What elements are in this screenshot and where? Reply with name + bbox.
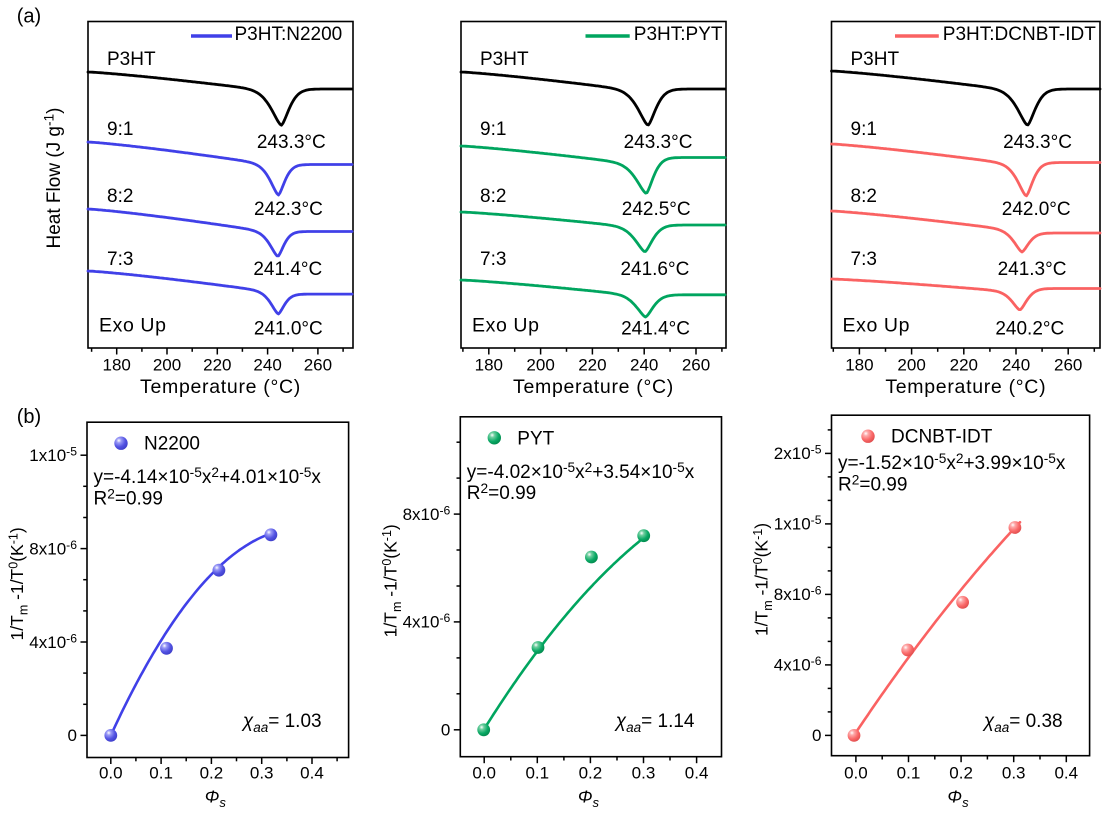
svg-text:4x10-6​: 4x10-6​	[403, 611, 451, 632]
svg-text:1/Tm -1/T0(K-1): 1/Tm -1/T0(K-1)	[380, 524, 404, 637]
svg-text:241.4°C: 241.4°C	[253, 259, 322, 280]
svg-text:241.6°C: 241.6°C	[620, 259, 689, 280]
svg-text:0.1: 0.1	[525, 764, 549, 783]
svg-text:1/Tm -1/T0(K-1): 1/Tm -1/T0(K-1)	[7, 527, 31, 640]
svg-text:242.0°C: 242.0°C	[1002, 199, 1071, 220]
svg-text:2x10-5​: 2x10-5​	[774, 443, 822, 464]
svg-text:241.3°C: 241.3°C	[998, 259, 1067, 280]
svg-text:χaa= 1.03: χaa= 1.03	[241, 711, 322, 735]
svg-text:0.2: 0.2	[579, 764, 603, 783]
svg-text:243.3°C: 243.3°C	[257, 132, 326, 153]
svg-text:243.3°C: 243.3°C	[1003, 132, 1072, 153]
svg-text:0.0: 0.0	[844, 764, 868, 783]
svg-text:0.3: 0.3	[632, 764, 656, 783]
svg-text:0: 0	[441, 721, 450, 740]
svg-text:PYT: PYT	[517, 428, 554, 449]
svg-text:0: 0	[68, 726, 77, 745]
svg-text:Temperature (°C): Temperature (°C)	[140, 376, 301, 398]
svg-text:0: 0	[812, 726, 821, 745]
svg-text:8x10-6​: 8x10-6​	[29, 538, 77, 559]
svg-text:7:3: 7:3	[851, 249, 877, 270]
svg-text:Exo Up: Exo Up	[99, 315, 167, 337]
svg-text:0.3: 0.3	[250, 764, 274, 783]
svg-text:8:2: 8:2	[851, 186, 877, 207]
svg-text:1/Tm -1/T0(K-1): 1/Tm -1/T0(K-1)	[751, 523, 775, 636]
svg-text:P3HT:N2200: P3HT:N2200	[235, 24, 343, 45]
svg-text:P3HT: P3HT	[107, 49, 156, 70]
svg-text:220: 220	[578, 356, 606, 375]
svg-text:240: 240	[630, 356, 658, 375]
svg-text:P3HT: P3HT	[480, 49, 529, 70]
svg-text:220: 220	[950, 356, 978, 375]
svg-text:200: 200	[897, 356, 925, 375]
svg-text:180: 180	[845, 356, 873, 375]
svg-text:242.5°C: 242.5°C	[622, 199, 691, 220]
svg-text:220: 220	[203, 356, 231, 375]
svg-text:Temperature (°C): Temperature (°C)	[513, 376, 674, 398]
svg-text:242.3°C: 242.3°C	[254, 199, 323, 220]
svg-text:y=-4.02×10-5​x2​+3.54×10-5​x: y=-4.02×10-5​x2​+3.54×10-5​x	[467, 460, 695, 483]
svg-text:240: 240	[253, 356, 281, 375]
svg-text:(a): (a)	[17, 6, 41, 28]
svg-text:Φs: Φs	[205, 787, 227, 811]
svg-text:9:1: 9:1	[851, 119, 877, 140]
svg-text:0.0: 0.0	[472, 764, 496, 783]
svg-text:Φs: Φs	[947, 787, 969, 811]
svg-text:243.3°C: 243.3°C	[624, 132, 693, 153]
svg-text:0.4: 0.4	[1054, 764, 1078, 783]
svg-text:0.4: 0.4	[685, 764, 709, 783]
svg-text:1x10-5​: 1x10-5​	[29, 445, 77, 466]
svg-text:0.1: 0.1	[149, 764, 173, 783]
svg-text:240.2°C: 240.2°C	[995, 319, 1064, 340]
svg-text:R2​=0.99: R2​=0.99	[467, 481, 536, 504]
svg-text:χaa= 0.38: χaa= 0.38	[982, 711, 1063, 735]
svg-text:200: 200	[153, 356, 181, 375]
svg-text:8:2: 8:2	[107, 186, 133, 207]
svg-text:7:3: 7:3	[480, 249, 506, 270]
svg-text:Heat Flow (J g-1): Heat Flow (J g-1)	[42, 108, 66, 249]
svg-text:0.2: 0.2	[200, 764, 224, 783]
svg-text:9:1: 9:1	[107, 119, 133, 140]
svg-text:260: 260	[304, 356, 332, 375]
svg-text:8x10-6​: 8x10-6​	[403, 503, 451, 524]
svg-text:(b): (b)	[17, 406, 41, 428]
svg-text:241.4°C: 241.4°C	[621, 319, 690, 340]
svg-text:Exo Up: Exo Up	[843, 315, 911, 337]
svg-text:0.0: 0.0	[99, 764, 123, 783]
svg-text:260: 260	[682, 356, 710, 375]
svg-text:7:3: 7:3	[107, 249, 133, 270]
svg-text:P3HT:DCNBT-IDT: P3HT:DCNBT-IDT	[943, 24, 1096, 45]
svg-text:N2200: N2200	[144, 434, 200, 455]
svg-text:R2​=0.99: R2​=0.99	[94, 487, 163, 510]
svg-text:260: 260	[1054, 356, 1082, 375]
svg-text:0.2: 0.2	[949, 764, 973, 783]
svg-text:y=-1.52×10-5​x2​+3.99×10-5​x: y=-1.52×10-5​x2​+3.99×10-5​x	[838, 451, 1066, 474]
svg-text:240: 240	[1002, 356, 1030, 375]
svg-text:8:2: 8:2	[480, 186, 506, 207]
svg-text:Temperature (°C): Temperature (°C)	[885, 376, 1046, 398]
svg-text:4x10-6​: 4x10-6​	[29, 631, 77, 652]
svg-text:Exo Up: Exo Up	[472, 315, 540, 337]
svg-text:DCNBT-IDT: DCNBT-IDT	[891, 427, 993, 448]
svg-text:0.3: 0.3	[1002, 764, 1026, 783]
svg-text:P3HT:PYT: P3HT:PYT	[634, 24, 723, 45]
svg-text:R2​=0.99: R2​=0.99	[838, 473, 907, 496]
svg-text:Φs: Φs	[578, 787, 600, 811]
svg-text:0.4: 0.4	[300, 764, 324, 783]
svg-text:241.0°C: 241.0°C	[254, 319, 323, 340]
svg-text:8x10-6​: 8x10-6​	[774, 584, 822, 605]
svg-text:χaa= 1.14: χaa= 1.14	[614, 711, 695, 735]
svg-text:1x10-5​: 1x10-5​	[774, 513, 822, 534]
svg-text:180: 180	[103, 356, 131, 375]
svg-text:200: 200	[526, 356, 554, 375]
svg-text:P3HT: P3HT	[851, 49, 900, 70]
svg-text:180: 180	[475, 356, 503, 375]
svg-text:9:1: 9:1	[480, 119, 506, 140]
svg-text:4x10-6​: 4x10-6​	[774, 654, 822, 675]
svg-text:0.1: 0.1	[897, 764, 921, 783]
svg-text:y=-4.14×10-5​x2​+4.01×10-5​x: y=-4.14×10-5​x2​+4.01×10-5​x	[94, 465, 322, 488]
